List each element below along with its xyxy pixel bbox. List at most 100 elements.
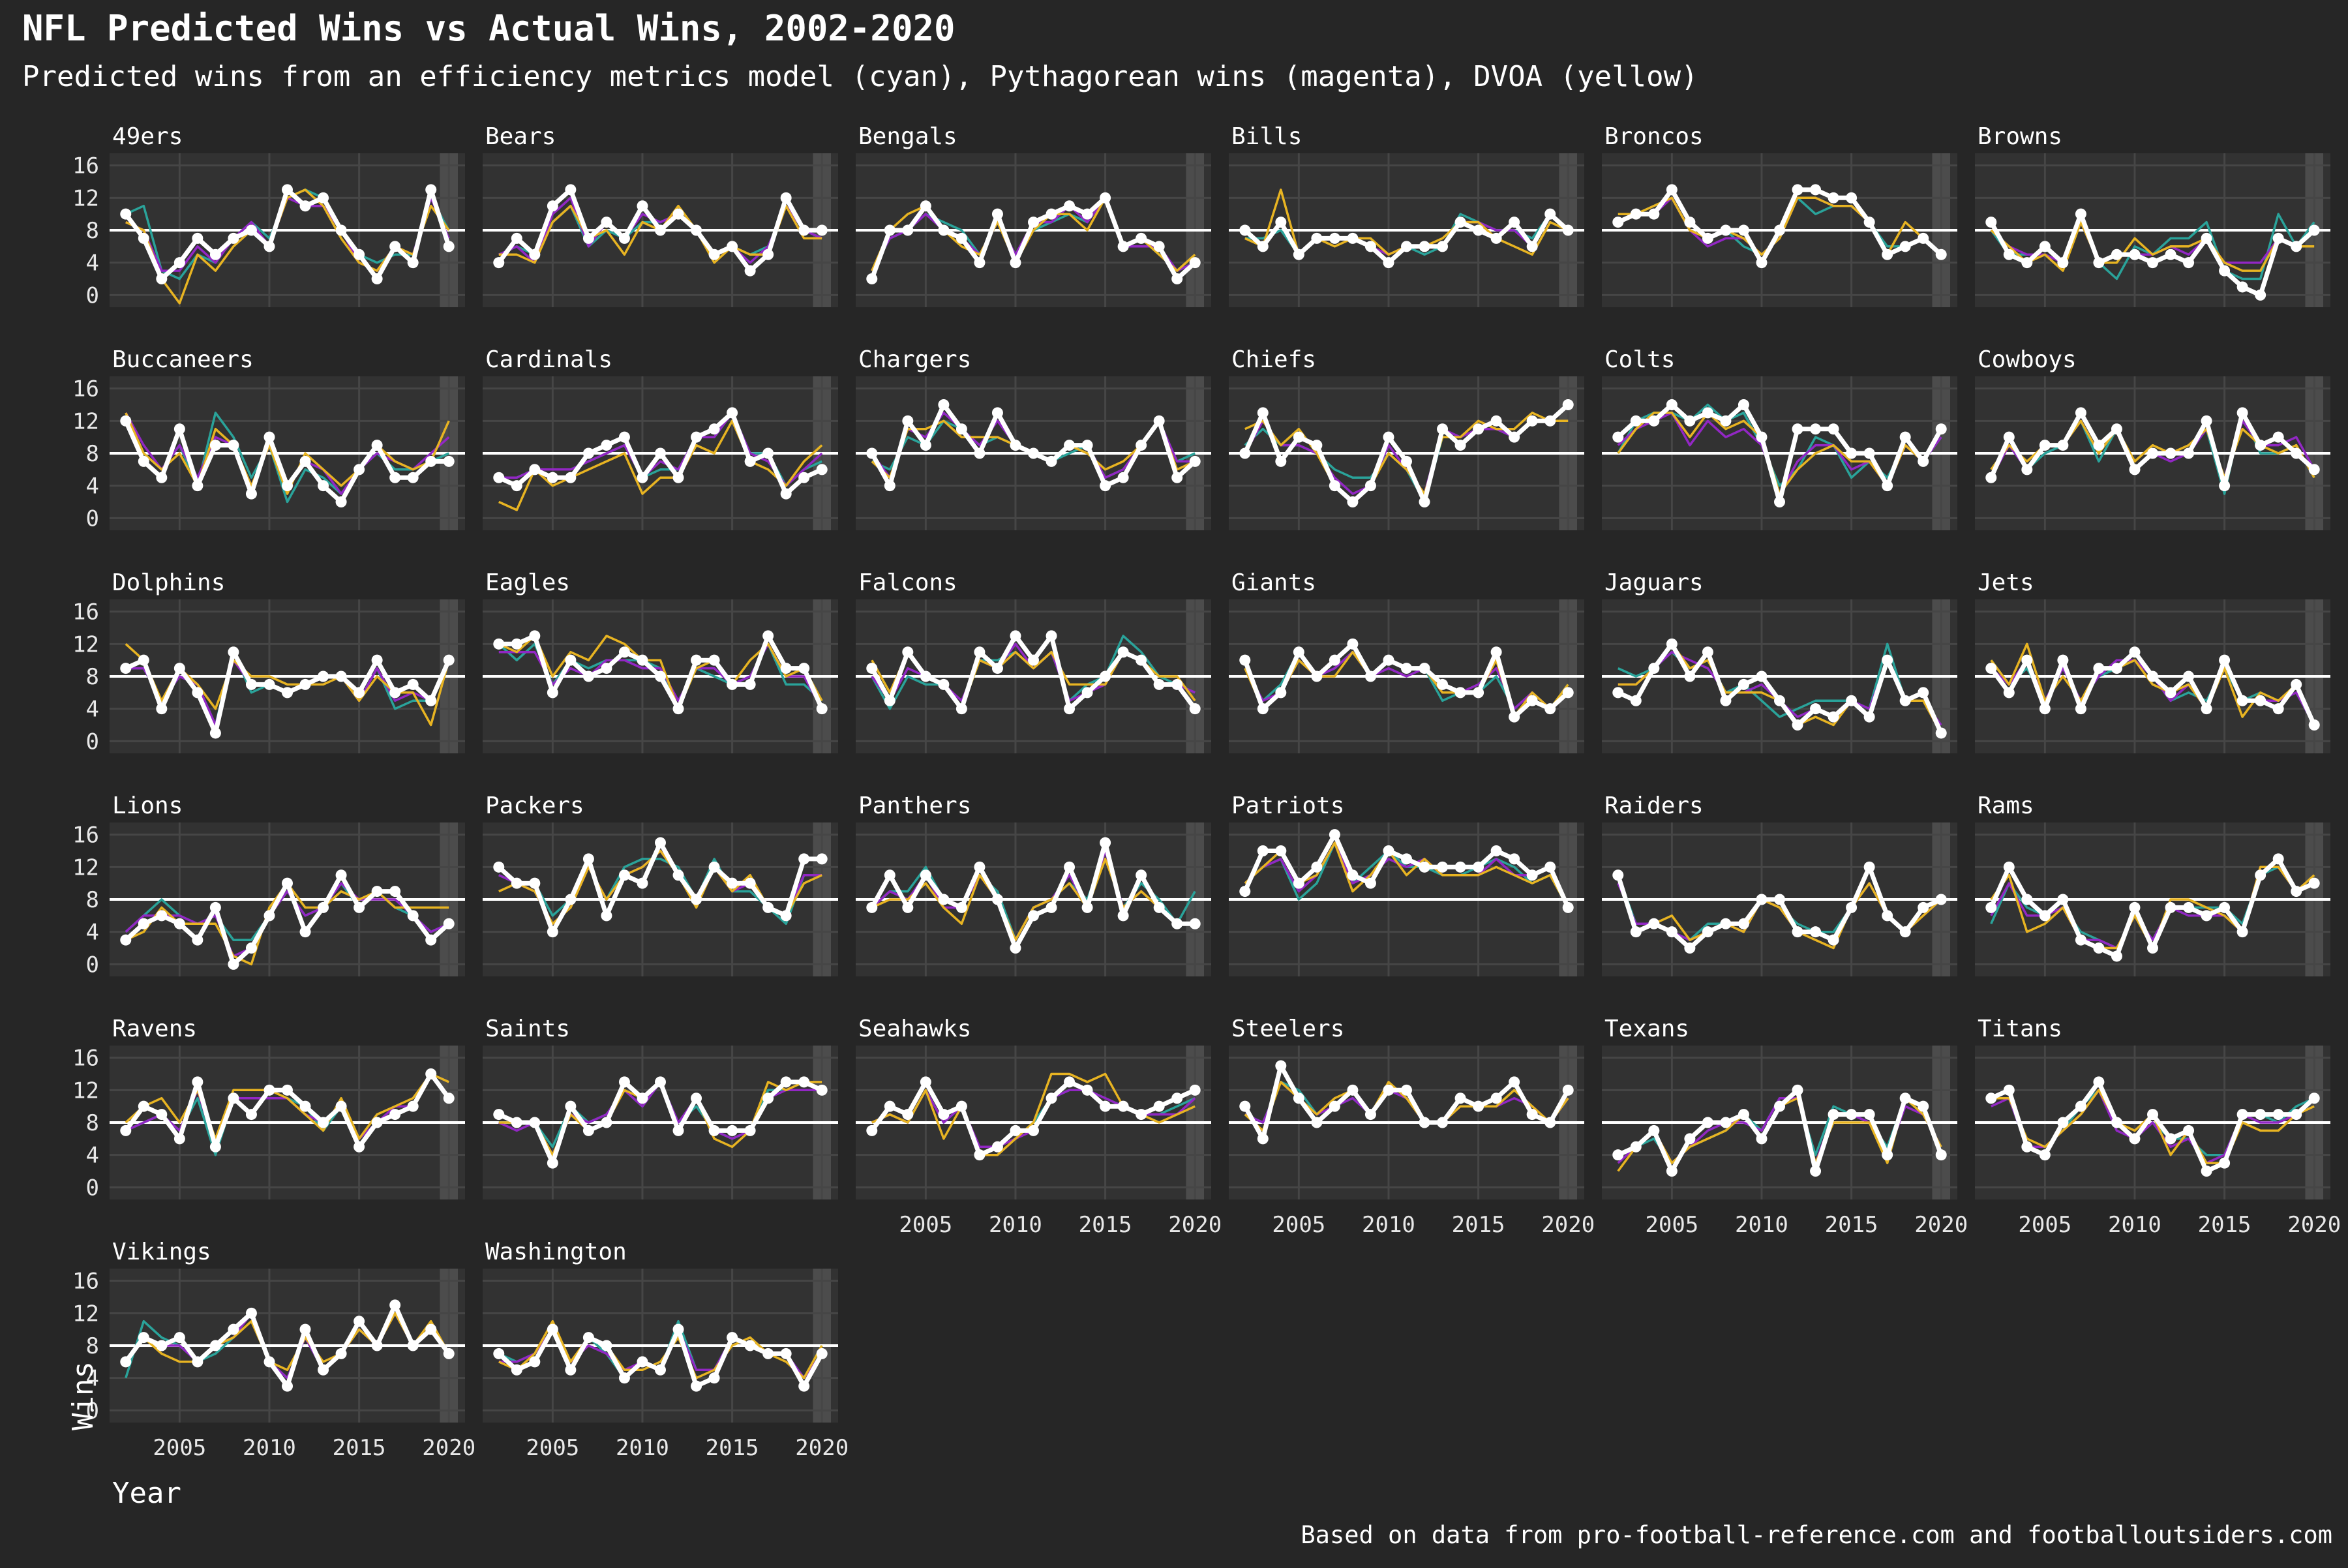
actual-wins-point [762,1348,774,1359]
actual-wins-point [389,472,401,483]
actual-wins-point [1509,217,1520,228]
actual-wins-point [655,224,666,236]
actual-wins-point [2165,249,2176,260]
actual-wins-point [884,224,896,236]
actual-wins-point [2272,232,2284,244]
actual-wins-point [974,257,986,269]
facet-panel: 49ers 0 4 8 12 16 [72,123,465,309]
facet-label: Seahawks [858,1016,971,1042]
actual-wins-point [1329,1100,1340,1112]
actual-wins-point [2219,265,2231,277]
actual-wins-point [1562,1084,1574,1096]
x-tick-label: 2015 [1825,1212,1878,1238]
actual-wins-point [1899,926,1911,938]
actual-wins-point [637,877,648,889]
actual-wins-point [1293,877,1304,889]
actual-wins-point [582,1124,594,1136]
actual-wins-point [1544,703,1556,715]
actual-wins-point [1046,901,1057,913]
actual-wins-point [708,423,720,435]
actual-wins-point [866,273,878,285]
actual-wins-point [547,1323,558,1335]
actual-wins-point [1918,455,1929,467]
facet-panel: Jaguars [1602,569,1957,753]
actual-wins-point [2021,654,2033,666]
y-tick-label: 12 [72,1078,99,1104]
actual-wins-point [1329,829,1340,841]
facet-label: Saints [485,1016,570,1042]
actual-wins-point [2201,232,2212,244]
actual-wins-point [1401,663,1412,674]
actual-wins-point [2003,249,2015,260]
actual-wins-point [1454,440,1466,451]
actual-wins-point [1702,646,1713,658]
actual-wins-point [192,934,203,946]
actual-wins-point [1509,1076,1520,1088]
actual-wins-point [618,431,630,443]
actual-wins-point [1918,901,1929,913]
dvoa-line [498,419,823,511]
actual-wins-point [2039,910,2051,922]
facet-panel: Chiefs [1229,346,1584,530]
actual-wins-point [1347,638,1359,650]
actual-wins-point [1347,232,1359,244]
actual-wins-point [1544,861,1556,873]
y-tick-label: 0 [86,505,99,532]
actual-wins-point [407,1340,419,1351]
actual-wins-point [1935,727,1947,739]
facet-panel: Washington 2005 2010 2015 2020 [483,1239,849,1461]
actual-wins-point [727,678,738,690]
actual-wins-point [727,1124,738,1136]
actual-wins-point [1136,1109,1147,1121]
actual-wins-point [866,663,878,674]
x-tick-label: 2020 [2287,1212,2341,1238]
actual-wins-point [902,646,914,658]
actual-wins-point [1136,654,1147,666]
actual-wins-point [1828,711,1839,723]
actual-wins-point [655,1076,666,1088]
actual-wins-point [1171,472,1183,483]
actual-wins-point [780,663,792,674]
actual-wins-point [1648,663,1660,674]
actual-wins-point [228,646,239,658]
actual-wins-point [1720,1117,1732,1128]
facet-label: Jaguars [1604,569,1704,596]
actual-wins-point [1419,861,1430,873]
actual-wins-point [443,241,455,252]
actual-wins-point [2129,464,2141,475]
actual-wins-point [1081,1084,1093,1096]
actual-wins-point [655,671,666,682]
actual-wins-point [1189,918,1201,929]
chart-caption: Based on data from pro-football-referenc… [1301,1521,2332,1549]
actual-wins-point [1490,232,1502,244]
actual-wins-point [2219,654,2231,666]
actual-wins-point [2003,431,2015,443]
actual-wins-point [1311,671,1323,682]
actual-wins-point [708,249,720,260]
actual-wins-point [1257,845,1269,856]
actual-wins-point [209,249,221,260]
facet-label: Ravens [112,1016,197,1042]
actual-wins-point [2201,1166,2212,1177]
y-axis-title: Wins [67,1361,100,1430]
actual-wins-point [744,455,756,467]
actual-wins-point [1899,1093,1911,1104]
actual-wins-point [2272,853,2284,865]
actual-wins-point [1774,894,1785,905]
actual-wins-point [637,1093,648,1104]
y-tick-label: 12 [72,408,99,434]
actual-wins-point [1311,1117,1323,1128]
actual-wins-point [1171,678,1183,690]
actual-wins-point [2308,464,2320,475]
actual-wins-point [672,208,684,220]
actual-wins-point [2075,208,2086,220]
actual-wins-point [1490,1093,1502,1104]
actual-wins-point [1275,1060,1287,1072]
actual-wins-point [762,630,774,642]
facet-panel: Saints [483,1016,838,1199]
actual-wins-point [228,1093,239,1104]
actual-wins-point [1544,1117,1556,1128]
facet-panel: Cowboys [1975,346,2330,530]
actual-wins-point [1275,845,1287,856]
actual-wins-point [1257,703,1269,715]
